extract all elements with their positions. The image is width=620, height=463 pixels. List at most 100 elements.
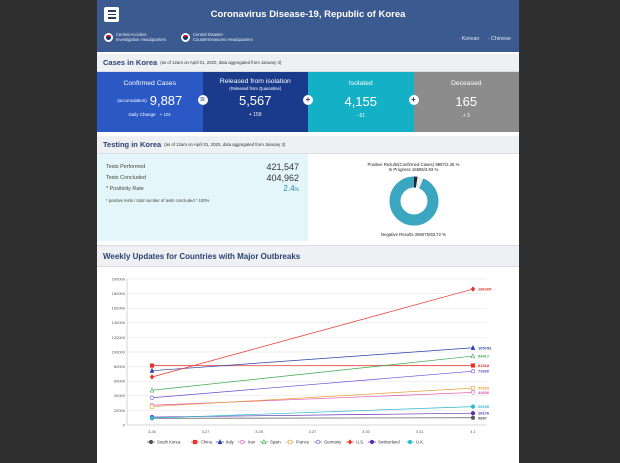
testing-donut-chart: [389, 176, 439, 226]
testing-note: (as of 12am on April 01, 2020, data aggr…: [164, 142, 286, 147]
tests-performed-label: Tests Performed: [106, 164, 146, 170]
point-iran: [470, 390, 476, 395]
point-italy: [149, 367, 155, 373]
series-line-spain: [151, 355, 474, 391]
y-tick-label: 160000: [112, 306, 126, 311]
y-tick-label: 80000: [114, 364, 126, 369]
positivity-rate-unit: %: [294, 187, 299, 193]
donut-negative-slice: [389, 176, 439, 226]
point-switzerland: [470, 411, 476, 416]
tests-performed-value: 421,547: [266, 162, 299, 172]
legend-label: Switzerland: [378, 440, 400, 445]
x-tick-label: 3.30: [362, 429, 371, 434]
point-china: [470, 363, 476, 368]
confirmed-card: Confirmed Cases (accumulation) 9,887 Dai…: [97, 72, 208, 132]
legend-marker: [287, 439, 293, 445]
legend-label: U.K.: [416, 440, 424, 445]
lang-korean-link[interactable]: · Korean: [458, 36, 480, 42]
y-tick-label: 140000: [112, 320, 126, 325]
hq1-line1: Central Accident: [116, 32, 147, 37]
plus-icon: +: [303, 95, 313, 105]
legend-item-south-korea[interactable]: South Korea: [147, 440, 181, 445]
confirmed-label: Confirmed Cases: [123, 80, 176, 87]
legend-label: Italy: [226, 440, 235, 445]
cases-header: Cases in Korea (as of 12am on April 01, …: [97, 54, 519, 72]
tests-concluded-value: 404,962: [266, 173, 299, 183]
hq2-link[interactable]: Central Disaster Countermeasures Headqua…: [181, 32, 253, 42]
end-label-germany: 73690: [478, 369, 490, 374]
point-u-s: [149, 374, 155, 380]
isolated-label: Isolated: [348, 80, 373, 87]
in-progress-label: In Progress 16585/3.93 %: [388, 167, 439, 173]
legend-item-france[interactable]: France: [286, 440, 310, 445]
x-tick-label: 4.1: [470, 429, 476, 434]
page-title: Coronavirus Disease-19, Republic of Kore…: [210, 9, 406, 20]
legend-label: Spain: [270, 440, 281, 445]
released-sublabel: (Released from Quarantine): [229, 86, 282, 91]
hq2-line1: Central Disaster: [193, 32, 224, 37]
point-spain: [149, 387, 155, 393]
legend-item-u-k[interactable]: U.K.: [406, 440, 424, 445]
series-line-iran: [151, 392, 474, 406]
menu-button[interactable]: [104, 7, 119, 22]
cases-note: (as of 12am on April 01, 2020, data aggr…: [160, 60, 282, 65]
legend-item-spain[interactable]: Spain: [260, 439, 281, 445]
legend-item-iran[interactable]: Iran: [238, 440, 256, 445]
legend-item-u-s[interactable]: U.S.: [346, 439, 364, 445]
series-line-u-s: [151, 288, 474, 378]
series-line-germany: [151, 370, 474, 399]
end-label-u-k: 25150: [478, 404, 490, 409]
testing-stats: Tests Performed 421,547 Tests Concluded …: [97, 154, 308, 241]
point-south-korea: [470, 415, 476, 420]
legend-label: France: [296, 440, 310, 445]
confirmed-value: 9,887: [149, 93, 183, 108]
legend-item-italy[interactable]: Italy: [216, 439, 235, 445]
legend-label: Germany: [324, 440, 342, 445]
end-label-south-korea: 9887: [478, 415, 488, 420]
positivity-footnote: * positive tests / total number of tests…: [106, 198, 210, 203]
series-line-italy: [151, 347, 474, 372]
y-tick-label: 20000: [114, 408, 126, 413]
end-label-iran: 44606: [478, 390, 490, 395]
legend-marker: [369, 439, 375, 445]
point-italy: [470, 344, 476, 350]
deceased-card: Deceased 165 + 3: [413, 72, 519, 132]
isolated-card: Isolated 4,155 - 61 +: [308, 72, 419, 132]
x-tick-label: 3.26: [148, 429, 157, 434]
weekly-line-chart: 0 20000 40000 60000 80000 100000 120000 140000 1…: [112, 276, 492, 445]
end-label-china: 81518: [478, 363, 490, 368]
end-label-france: 50528: [478, 386, 490, 391]
point-spain: [470, 353, 476, 359]
y-tick-label: 120000: [112, 335, 126, 340]
hq1-link[interactable]: Central Accident Investigation Headquart…: [104, 32, 166, 42]
x-tick-label: 3.28: [255, 429, 264, 434]
x-tick-label: 3.31: [416, 429, 425, 434]
legend-marker: [192, 439, 198, 445]
government-seal-icon: [181, 32, 190, 42]
point-u-k: [149, 415, 155, 421]
cases-heading: Cases in Korea: [103, 58, 158, 67]
cases-panel: Confirmed Cases (accumulation) 9,887 Dai…: [97, 72, 519, 132]
confirmed-accum-label: (accumulation): [117, 98, 147, 103]
hq2-line2: Countermeasures Headquarters: [193, 37, 253, 42]
point-germany: [149, 395, 155, 400]
testing-header: Testing in Korea (as of 12am on April 01…: [97, 136, 519, 154]
legend-label: South Korea: [157, 440, 181, 445]
positivity-rate-value: 2.4%: [283, 184, 299, 193]
plus-icon: +: [408, 95, 419, 105]
confirmed-change: + 101: [159, 112, 171, 117]
weekly-heading: Weekly Updates for Countries with Major …: [103, 251, 301, 261]
legend-label: Iran: [248, 440, 256, 445]
legend-item-germany[interactable]: Germany: [314, 440, 342, 445]
legend-item-china[interactable]: China: [191, 440, 213, 445]
lang-chinese-link[interactable]: · Chinese: [487, 36, 511, 42]
legend-marker: [261, 439, 267, 445]
testing-panel: Tests Performed 421,547 Tests Concluded …: [97, 154, 519, 241]
positivity-rate-number: 2.4: [283, 184, 295, 193]
deceased-label: Deceased: [450, 80, 482, 87]
x-tick-label: 3.27: [202, 429, 211, 434]
legend-item-switzerland[interactable]: Switzerland: [368, 440, 400, 445]
y-tick-label: 200000: [112, 276, 126, 281]
legend-marker: [315, 439, 321, 445]
released-value: 5,567: [238, 93, 272, 108]
